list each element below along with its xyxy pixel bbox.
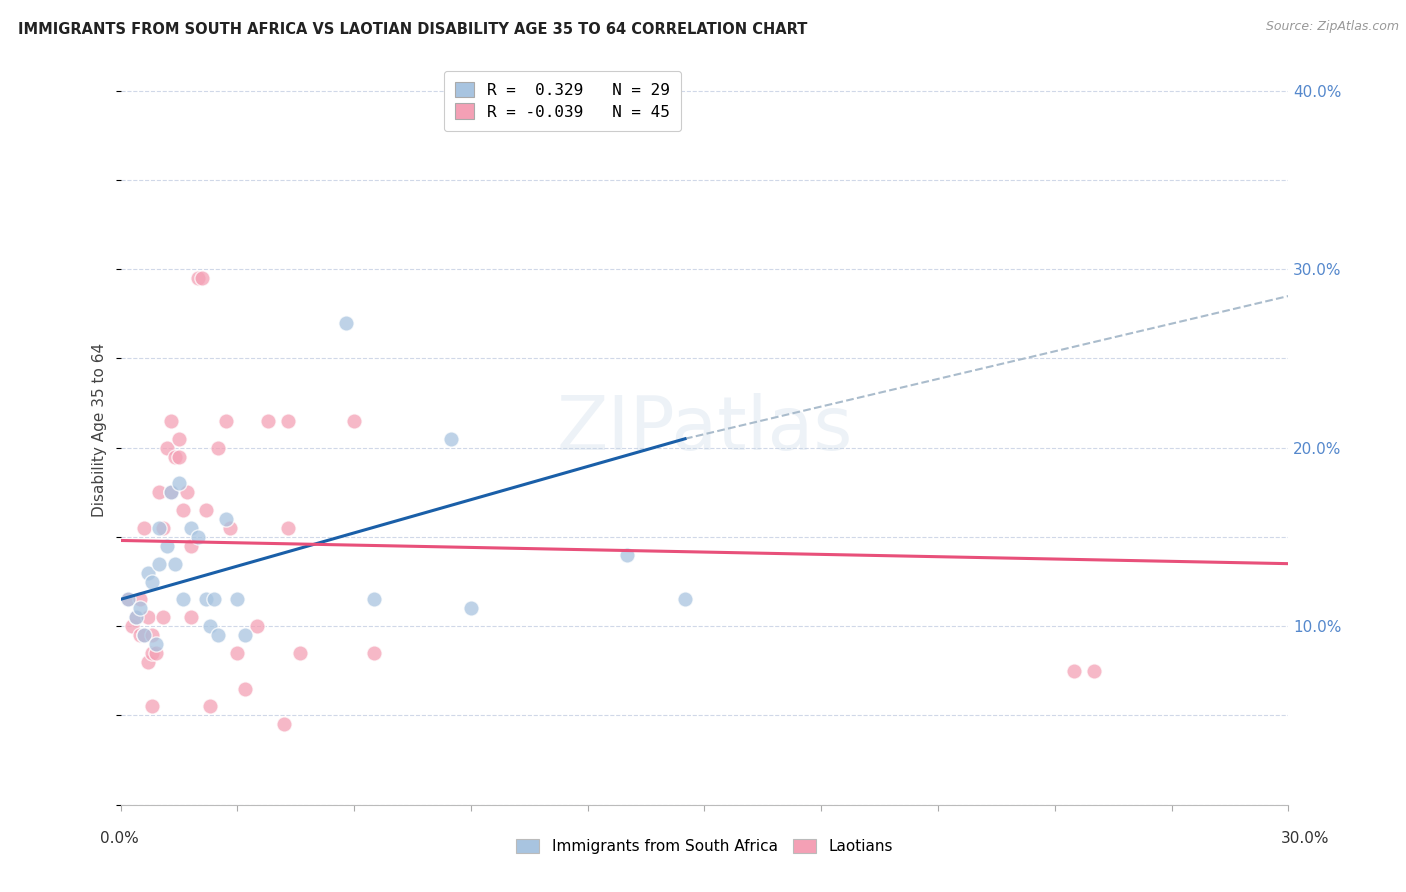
Point xyxy=(117,592,139,607)
Point xyxy=(176,485,198,500)
Point xyxy=(136,566,159,580)
Point xyxy=(160,485,183,500)
Point xyxy=(117,592,139,607)
Point xyxy=(440,432,463,446)
Point xyxy=(277,521,299,535)
Point xyxy=(460,601,482,615)
Point xyxy=(152,610,174,624)
Point xyxy=(163,557,186,571)
Point xyxy=(132,628,155,642)
Text: IMMIGRANTS FROM SOUTH AFRICA VS LAOTIAN DISABILITY AGE 35 TO 64 CORRELATION CHAR: IMMIGRANTS FROM SOUTH AFRICA VS LAOTIAN … xyxy=(18,22,807,37)
Point xyxy=(363,592,385,607)
Point xyxy=(145,646,167,660)
Point xyxy=(156,441,179,455)
Point xyxy=(233,628,256,642)
Point xyxy=(273,717,295,731)
Point xyxy=(214,512,236,526)
Point xyxy=(226,646,249,660)
Point xyxy=(335,316,357,330)
Point xyxy=(180,521,202,535)
Point xyxy=(343,414,366,428)
Point xyxy=(136,655,159,669)
Point xyxy=(1083,664,1105,678)
Point xyxy=(172,592,194,607)
Point xyxy=(616,548,638,562)
Point xyxy=(207,628,229,642)
Point xyxy=(160,485,183,500)
Point xyxy=(132,521,155,535)
Point xyxy=(214,414,236,428)
Point xyxy=(148,557,170,571)
Point xyxy=(160,414,183,428)
Point xyxy=(125,610,148,624)
Point xyxy=(233,681,256,696)
Point xyxy=(141,646,163,660)
Point xyxy=(246,619,269,633)
Point xyxy=(198,699,221,714)
Point xyxy=(141,574,163,589)
Point xyxy=(363,646,385,660)
Point xyxy=(156,539,179,553)
Point xyxy=(288,646,311,660)
Point xyxy=(148,485,170,500)
Point xyxy=(191,271,214,285)
Legend: R =  0.329   N = 29, R = -0.039   N = 45: R = 0.329 N = 29, R = -0.039 N = 45 xyxy=(444,70,681,131)
Point xyxy=(129,601,152,615)
Y-axis label: Disability Age 35 to 64: Disability Age 35 to 64 xyxy=(93,343,107,516)
Point xyxy=(195,592,218,607)
Point xyxy=(125,610,148,624)
Point xyxy=(121,619,143,633)
Point xyxy=(180,610,202,624)
Point xyxy=(187,530,209,544)
Point xyxy=(207,441,229,455)
Point xyxy=(195,503,218,517)
Text: ZIPatlas: ZIPatlas xyxy=(557,393,852,467)
Point xyxy=(673,592,696,607)
Point xyxy=(1063,664,1085,678)
Point xyxy=(145,637,167,651)
Point xyxy=(148,521,170,535)
Point xyxy=(218,521,240,535)
Point xyxy=(257,414,280,428)
Point xyxy=(167,450,190,464)
Text: 30.0%: 30.0% xyxy=(1281,831,1329,846)
Point xyxy=(277,414,299,428)
Point xyxy=(167,432,190,446)
Point xyxy=(141,699,163,714)
Point xyxy=(167,476,190,491)
Text: Source: ZipAtlas.com: Source: ZipAtlas.com xyxy=(1265,20,1399,33)
Point xyxy=(152,521,174,535)
Point xyxy=(141,628,163,642)
Point xyxy=(202,592,225,607)
Point xyxy=(180,539,202,553)
Point xyxy=(129,628,152,642)
Point xyxy=(132,628,155,642)
Point xyxy=(198,619,221,633)
Point xyxy=(226,592,249,607)
Point xyxy=(163,450,186,464)
Point xyxy=(172,503,194,517)
Point xyxy=(187,271,209,285)
Point xyxy=(129,592,152,607)
Point xyxy=(136,610,159,624)
Text: 0.0%: 0.0% xyxy=(100,831,139,846)
